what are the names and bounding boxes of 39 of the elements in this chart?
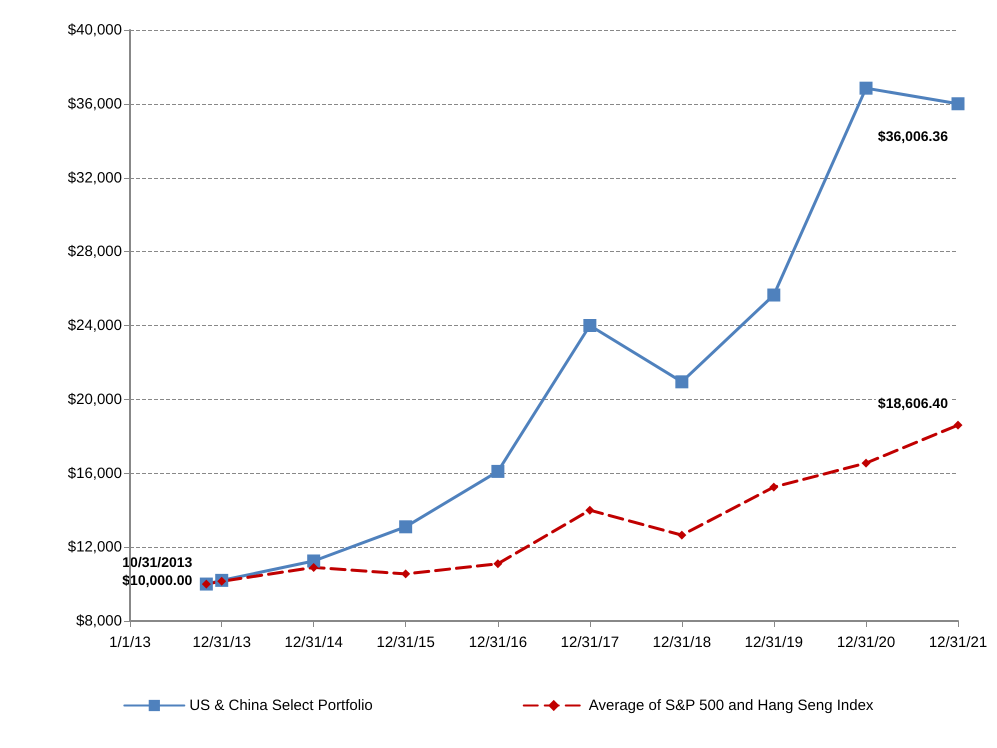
- x-tick-label: 12/31/14: [284, 634, 343, 651]
- y-tick-label: $12,000: [68, 538, 122, 556]
- x-tick-label: 12/31/18: [652, 634, 712, 651]
- y-tick-label: $40,000: [68, 22, 122, 38]
- annotation: $36,006.36: [878, 128, 948, 144]
- x-tick-label: 12/31/21: [928, 634, 988, 651]
- point: [585, 506, 594, 515]
- point: [954, 420, 962, 430]
- x-tick-label: 12/31/19: [744, 634, 803, 651]
- legend-label: Average of S&P 500 and Hang Seng Index: [588, 697, 874, 714]
- x-tick-label: 12/31/13: [192, 634, 251, 651]
- point: [399, 520, 412, 534]
- point: [401, 569, 410, 578]
- x-tick-label: 12/31/20: [836, 634, 896, 651]
- y-tick-label: $24,000: [68, 317, 122, 334]
- point: [309, 562, 318, 572]
- x-tick-label: 1/1/13: [109, 634, 151, 651]
- y-tick-label: $32,000: [68, 169, 122, 186]
- point: [675, 375, 688, 388]
- point: [952, 97, 964, 110]
- point: [677, 530, 686, 540]
- x-tick-label: 12/31/17: [560, 634, 620, 651]
- point: [491, 464, 504, 478]
- point: [769, 482, 778, 492]
- point: [767, 288, 780, 302]
- y-tick-label: $36,000: [68, 95, 122, 112]
- y-tick-label: $28,000: [68, 243, 122, 260]
- annotation: 10/31/2013 $10,000.00: [122, 554, 193, 588]
- point: [862, 458, 871, 468]
- point: [583, 319, 596, 332]
- annotation: $18,606.40: [878, 395, 948, 412]
- point: [493, 559, 502, 568]
- y-tick-label: $8,000: [76, 612, 122, 630]
- x-tick-label: 12/31/16: [468, 634, 528, 651]
- y-tick-label: $16,000: [68, 464, 122, 482]
- legend-label: US & China Select Portfolio: [189, 697, 373, 714]
- y-tick-label: $20,000: [68, 390, 122, 408]
- x-tick-label: 12/31/15: [376, 634, 435, 651]
- point: [860, 82, 873, 95]
